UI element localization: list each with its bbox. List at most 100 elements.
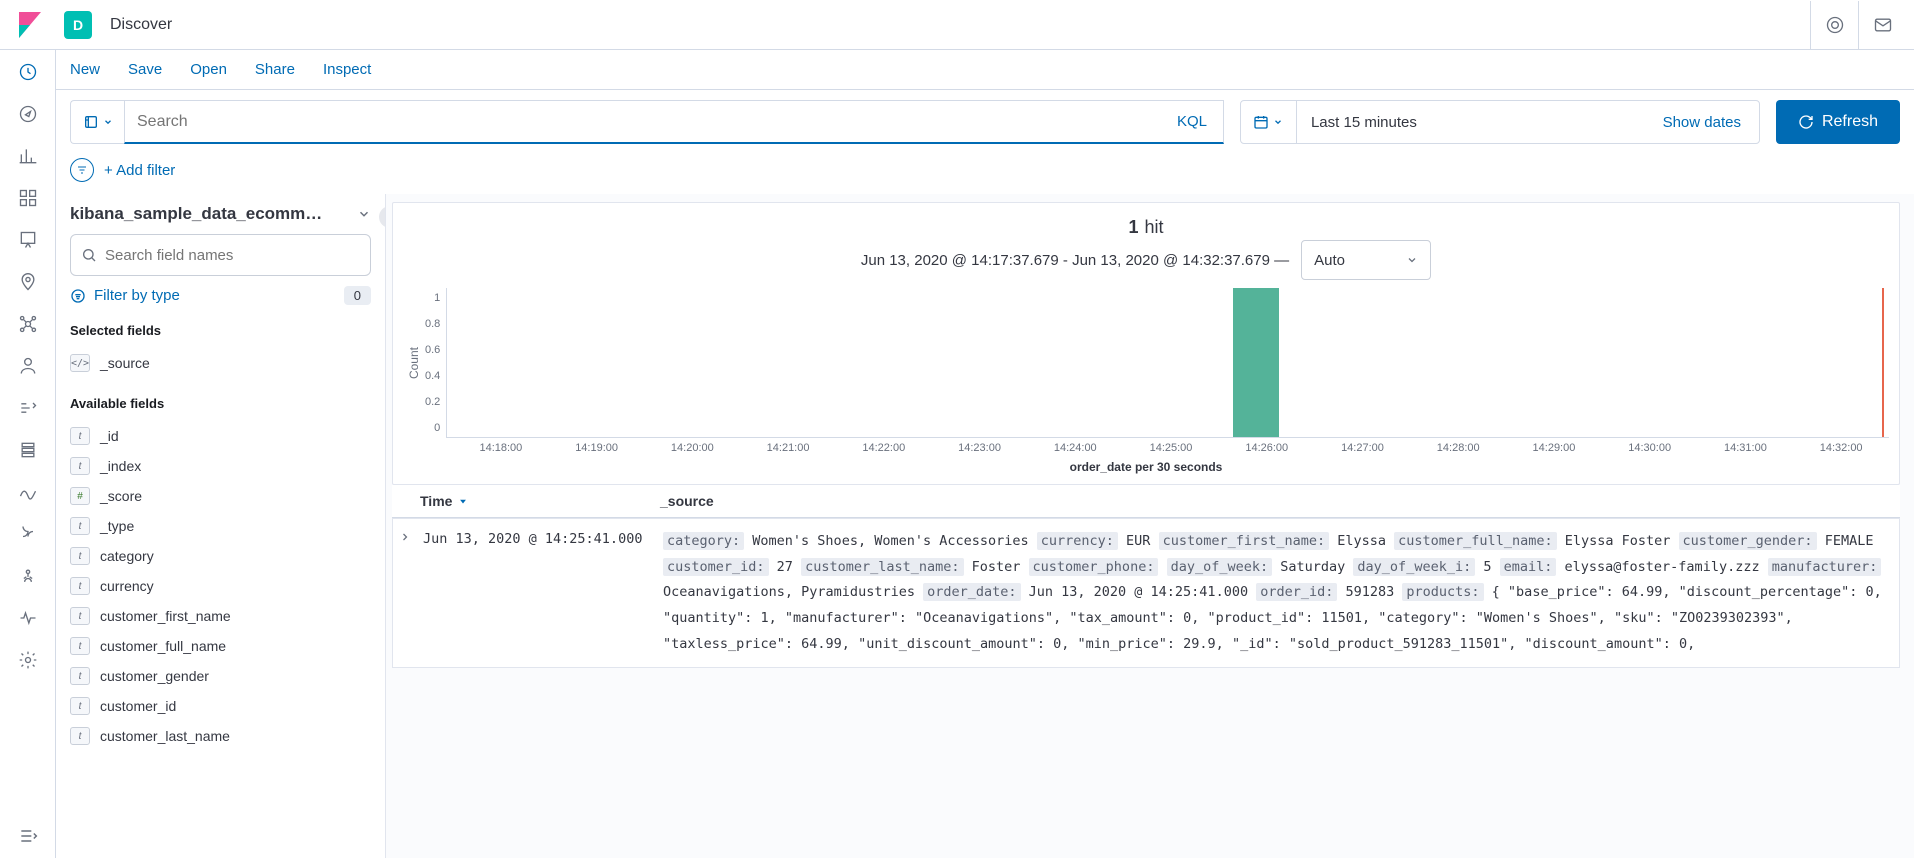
nav-management-icon[interactable] <box>16 648 40 672</box>
nav-canvas-icon[interactable] <box>16 228 40 252</box>
field-item[interactable]: t customer_last_name <box>70 721 371 751</box>
nav-ml-icon[interactable] <box>16 312 40 336</box>
nav-apm-icon[interactable] <box>16 438 40 462</box>
mail-icon[interactable] <box>1858 1 1906 49</box>
filter-type-count: 0 <box>344 286 371 305</box>
field-item[interactable]: t customer_first_name <box>70 601 371 631</box>
field-item[interactable]: t customer_full_name <box>70 631 371 661</box>
doc-source: category: Women's Shoes, Women's Accesso… <box>663 529 1889 657</box>
field-name: _score <box>100 488 142 504</box>
chart-bar <box>1233 288 1279 437</box>
menu-share[interactable]: Share <box>255 61 295 78</box>
nav-maps-icon[interactable] <box>16 270 40 294</box>
menu-save[interactable]: Save <box>128 61 162 78</box>
show-dates-link[interactable]: Show dates <box>1645 114 1759 131</box>
menu-inspect[interactable]: Inspect <box>323 61 371 78</box>
menu-new[interactable]: New <box>70 61 100 78</box>
kql-toggle[interactable]: KQL <box>1161 113 1223 130</box>
page-title: Discover <box>110 16 172 34</box>
help-icon[interactable] <box>1810 1 1858 49</box>
nav-recent-icon[interactable] <box>16 60 40 84</box>
filter-toggle-icon[interactable] <box>70 158 94 182</box>
field-item[interactable]: t customer_id <box>70 691 371 721</box>
chart-now-line <box>1882 288 1884 437</box>
date-range-text: Jun 13, 2020 @ 14:17:37.679 - Jun 13, 20… <box>861 252 1289 269</box>
field-name: customer_first_name <box>100 608 231 624</box>
app-badge: D <box>64 11 92 39</box>
nav-dashboard-icon[interactable] <box>16 186 40 210</box>
field-item[interactable]: t category <box>70 541 371 571</box>
field-type-icon: t <box>70 667 90 685</box>
field-type-icon: t <box>70 547 90 565</box>
field-type-icon: t <box>70 457 90 475</box>
menubar: New Save Open Share Inspect <box>56 50 1914 90</box>
field-type-icon: t <box>70 637 90 655</box>
search-input[interactable] <box>125 113 1161 131</box>
field-name: currency <box>100 578 154 594</box>
index-pattern-selector[interactable]: kibana_sample_data_ecomm… <box>70 204 349 224</box>
doc-table-header: Time _source <box>392 485 1900 518</box>
doc-row: Jun 13, 2020 @ 14:25:41.000 category: Wo… <box>392 518 1900 668</box>
filter-by-type[interactable]: Filter by type 0 <box>70 286 371 305</box>
field-type-icon: t <box>70 727 90 745</box>
field-name: _index <box>100 458 141 474</box>
field-name: _type <box>100 518 134 534</box>
field-name: customer_full_name <box>100 638 226 654</box>
field-name: _id <box>100 428 119 444</box>
field-type-icon: # <box>70 487 90 505</box>
doc-timestamp: Jun 13, 2020 @ 14:25:41.000 <box>423 529 655 547</box>
field-type-icon: t <box>70 607 90 625</box>
nav-siem-icon[interactable] <box>16 522 40 546</box>
field-source[interactable]: </> _source <box>70 348 371 378</box>
date-picker[interactable]: Last 15 minutes Show dates <box>1240 100 1760 144</box>
field-search[interactable] <box>70 234 371 276</box>
nav-logs-icon[interactable] <box>16 396 40 420</box>
hit-count: 1hit <box>403 211 1889 240</box>
chevron-down-icon[interactable] <box>357 207 371 221</box>
field-item[interactable]: t_type <box>70 511 371 541</box>
field-type-icon: t <box>70 697 90 715</box>
field-item[interactable]: t customer_gender <box>70 661 371 691</box>
field-name: category <box>100 548 154 564</box>
chart-yaxis: 10.80.60.40.20 <box>425 288 446 438</box>
sidebar-collapse-icon[interactable] <box>379 206 386 228</box>
nav-dev-icon[interactable] <box>16 564 40 588</box>
chart-plot <box>446 288 1889 438</box>
menu-open[interactable]: Open <box>190 61 227 78</box>
nav-collapse-icon[interactable] <box>16 824 40 848</box>
col-time-header[interactable]: Time <box>420 493 660 509</box>
query-options-button[interactable] <box>70 100 124 144</box>
chart-xlabel: order_date per 30 seconds <box>403 456 1889 484</box>
field-name: customer_gender <box>100 668 209 684</box>
nav-visualize-icon[interactable] <box>16 144 40 168</box>
nav-discover-icon[interactable] <box>16 102 40 126</box>
fields-sidebar: kibana_sample_data_ecomm… Filter by type <box>56 194 386 858</box>
field-type-icon: </> <box>70 354 90 372</box>
field-item[interactable]: t _id <box>70 421 371 451</box>
field-search-input[interactable] <box>105 247 360 264</box>
field-type-icon: t <box>70 427 90 445</box>
nav-uptime-icon[interactable] <box>16 480 40 504</box>
refresh-button[interactable]: Refresh <box>1776 100 1900 144</box>
kibana-logo[interactable] <box>8 1 52 49</box>
available-fields-label: Available fields <box>70 396 371 411</box>
nav-monitoring-icon[interactable] <box>16 606 40 630</box>
field-type-icon: t <box>70 577 90 595</box>
col-source-header: _source <box>660 493 1900 509</box>
query-bar: KQL Last 15 minutes Show dates Refresh <box>56 90 1914 154</box>
chart-xaxis: 14:18:0014:19:0014:20:0014:21:0014:22:00… <box>403 438 1889 456</box>
topbar: D Discover <box>0 0 1914 50</box>
field-name: customer_last_name <box>100 728 230 744</box>
left-nav <box>0 50 56 858</box>
calendar-icon[interactable] <box>1241 101 1297 143</box>
nav-metrics-icon[interactable] <box>16 354 40 378</box>
expand-doc-icon[interactable] <box>399 529 415 543</box>
date-range-label: Last 15 minutes <box>1297 114 1645 131</box>
add-filter-link[interactable]: + Add filter <box>104 162 175 179</box>
field-item[interactable]: t _index <box>70 451 371 481</box>
refresh-label: Refresh <box>1822 113 1878 131</box>
field-item[interactable]: t currency <box>70 571 371 601</box>
field-item[interactable]: # _score <box>70 481 371 511</box>
field-name: customer_id <box>100 698 176 714</box>
interval-select[interactable]: Auto <box>1301 240 1431 280</box>
